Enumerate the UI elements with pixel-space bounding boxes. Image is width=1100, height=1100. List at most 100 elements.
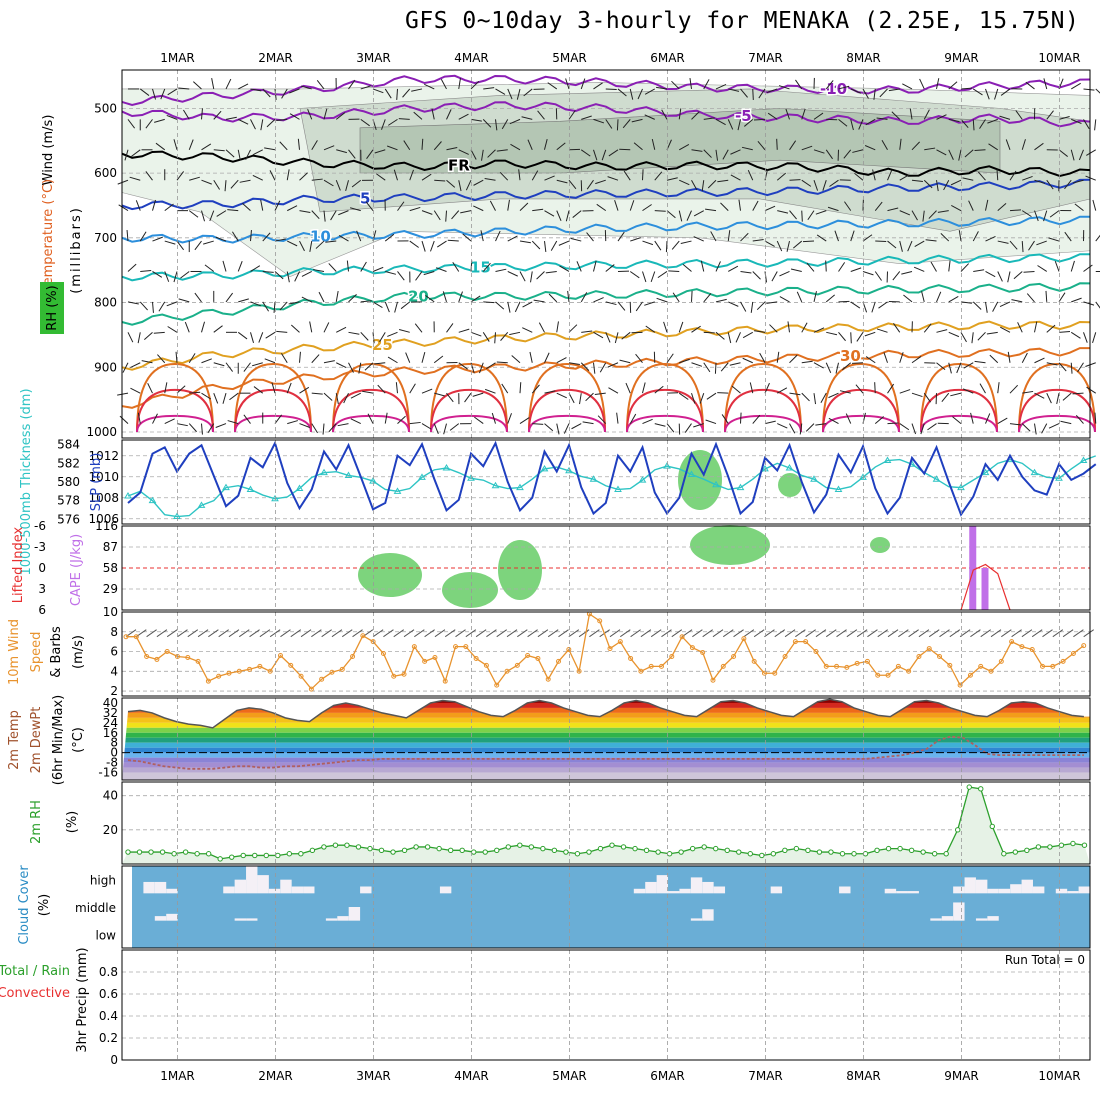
- wind-barb: [678, 210, 683, 222]
- wind-barb: [323, 322, 330, 333]
- wind-barb: [985, 413, 991, 424]
- wind-barb: [556, 210, 562, 221]
- wind-barb: [336, 326, 347, 333]
- wind-barb: [137, 412, 141, 424]
- wind-barb: [813, 112, 824, 120]
- wind-barb: [801, 145, 813, 151]
- wind-barb: [203, 240, 214, 245]
- wind-barb: [899, 138, 902, 150]
- isotherm-loop: [430, 363, 508, 433]
- wind-barb: [434, 179, 446, 182]
- surface-wind-barb: [733, 629, 744, 638]
- wind-barb: [839, 390, 851, 394]
- rh-marker: [563, 849, 569, 855]
- wind-barb: [421, 210, 433, 215]
- wind-barb: [728, 265, 739, 272]
- wind-barb: [979, 119, 986, 129]
- bottom-date-label: 10MAR: [1038, 1069, 1080, 1083]
- wind-barb: [891, 111, 901, 120]
- wind-barb: [1009, 170, 1017, 181]
- rh-marker: [620, 844, 627, 850]
- wind-barb: [1025, 81, 1035, 90]
- wind-barb: [351, 179, 362, 188]
- wind-barb: [899, 423, 910, 431]
- wind-barb: [593, 149, 598, 161]
- isotherm-loop: [136, 414, 214, 433]
- wind-barb: [397, 201, 405, 211]
- surface-wind-barb: [825, 629, 837, 638]
- wind-barb: [862, 234, 873, 242]
- wind-tick-label: 6: [110, 645, 118, 659]
- wind-barb: [1083, 119, 1090, 130]
- rh-marker: [125, 849, 131, 855]
- wind-barb: [614, 200, 619, 211]
- surface-wind-barb: [702, 629, 713, 638]
- thickness-marker: [736, 483, 745, 491]
- wind-speed-marker: [967, 672, 973, 678]
- wind-barb: [972, 88, 983, 96]
- wind-barb: [738, 199, 741, 211]
- wind-barb: [189, 176, 200, 181]
- wind-barb: [409, 421, 421, 425]
- rh-marker: [159, 849, 166, 855]
- wind-barb: [533, 299, 545, 303]
- wind-barb: [656, 297, 668, 303]
- surface-wind-barb: [990, 629, 1002, 638]
- rh-marker: [885, 845, 892, 852]
- wind-barb: [175, 351, 178, 363]
- rh-shading-80: [690, 525, 770, 565]
- wind-barb: [346, 260, 349, 272]
- wind-barb: [924, 147, 936, 151]
- rh-marker: [828, 849, 834, 855]
- wind-barb: [914, 240, 925, 247]
- surface-wind-barb: [506, 629, 518, 638]
- wind-barb: [586, 232, 594, 242]
- wind-barb: [1034, 321, 1038, 333]
- wind-barb: [1043, 210, 1048, 222]
- isotherm-loop: [136, 388, 214, 433]
- thickness-marker: [295, 484, 304, 492]
- wind-barb: [593, 82, 603, 90]
- wind-barb: [644, 88, 655, 95]
- wind-barb: [1075, 414, 1084, 424]
- wind-barb: [387, 331, 398, 337]
- cloud-bar: [166, 913, 178, 921]
- wind-barb: [740, 232, 749, 242]
- wind-barb: [913, 266, 925, 272]
- wind-barb: [825, 260, 827, 272]
- wind-speed-marker: [236, 668, 242, 674]
- wind-barb: [972, 119, 975, 131]
- surface-wind-barb: [856, 629, 868, 638]
- thickness-marker: [810, 475, 818, 482]
- surface-wind-barb: [475, 629, 487, 638]
- wind-barb: [925, 239, 937, 242]
- isotherm-loop: [234, 414, 312, 433]
- rh-marker: [736, 849, 742, 855]
- wind-barb: [425, 295, 435, 303]
- wind-barb: [225, 116, 237, 120]
- wind-barb: [421, 351, 426, 363]
- wind-barb: [421, 240, 426, 252]
- wind-speed-marker: [751, 658, 757, 664]
- wind-barb: [1095, 234, 1100, 242]
- wind-barb: [398, 328, 410, 333]
- wind-barb: [715, 149, 719, 161]
- wind-barb: [262, 88, 271, 98]
- surface-wind-barb: [166, 629, 178, 638]
- wind-speed-marker: [875, 672, 881, 678]
- cloud-bar: [439, 886, 452, 894]
- wind-barb: [705, 419, 717, 425]
- wind-barb: [180, 271, 190, 279]
- wind-barb: [789, 423, 796, 434]
- wind-barb: [742, 331, 753, 339]
- wind-barb: [315, 240, 325, 249]
- wind-barb: [449, 423, 460, 431]
- rh-marker: [517, 842, 523, 848]
- wind-barb: [644, 301, 655, 306]
- cloud-bar: [656, 875, 669, 894]
- wind-barb: [962, 388, 974, 394]
- wind-barb: [777, 423, 788, 429]
- wind-barb: [1048, 423, 1060, 429]
- isotherm-line: [121, 150, 1091, 178]
